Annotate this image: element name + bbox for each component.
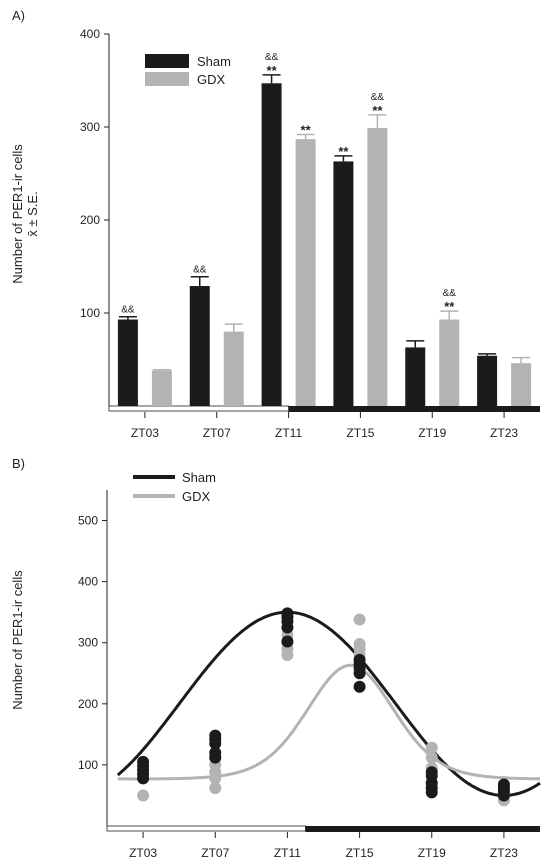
data-point-gdx [353,613,366,626]
panel-a-y-tick-label: 100 [80,306,100,320]
bar-sham [405,347,426,406]
significance-annotation: ** [372,103,383,118]
significance-annotation: ** [267,63,278,78]
bar-gdx [511,363,532,406]
bar-sham [117,319,138,406]
panel-b-label: B) [12,456,25,471]
panel-b-curves [116,610,541,798]
fit-curve-sham [116,610,541,798]
significance-annotation: ** [444,299,455,314]
panel-a-light-phase-bar [108,405,289,412]
panel-a-dark-phase-bar [288,406,540,412]
panel-b-x-tick-label: ZT23 [490,846,518,860]
data-point-sham [281,635,294,648]
significance-annotation: && [371,92,385,103]
fit-curve-gdx [117,663,540,781]
panel-b-points [137,607,510,807]
panel-b-y-label: Number of PER1-ir cells [10,570,25,710]
panel-b-x-tick-label: ZT07 [201,846,229,860]
bar-sham [333,161,354,406]
panel-a-y-label-line2: x̄ ± S.E. [25,191,40,236]
data-point-sham [209,746,222,759]
panel-a-x-tick-label: ZT19 [418,426,446,440]
panel-a-x-tick-label: ZT15 [346,426,374,440]
panel-a-y-tick-label: 400 [80,27,100,41]
panel-b-y-tick-label: 300 [78,636,98,650]
panel-a-x-tick-label: ZT03 [131,426,159,440]
panel-b-y-tick-label: 400 [78,575,98,589]
panel-b-x-tick-label: ZT15 [346,846,374,860]
panel-a-y-label-line1: Number of PER1-ir cells [10,144,25,284]
data-point-sham [209,729,222,742]
legend-b-label-sham: Sham [182,470,216,485]
data-point-gdx [353,637,366,650]
significance-annotation: && [121,305,135,316]
panel-b-dark-phase-bar [305,826,540,832]
data-point-sham [425,766,438,779]
panel-a-x-tick-label: ZT07 [203,426,231,440]
panel-a-x-tick-label: ZT23 [490,426,518,440]
significance-annotation: ** [338,144,349,159]
significance-annotation: ** [301,122,312,137]
data-point-sham [353,653,366,666]
data-point-gdx [425,751,438,764]
panel-a-y-tick-label: 200 [80,213,100,227]
legend-swatch-gdx [145,72,189,86]
bar-sham [477,355,498,406]
panel-b-y-tick-label: 200 [78,697,98,711]
legend-b-label-gdx: GDX [182,489,211,504]
data-point-sham [281,607,294,620]
panel-a-y-tick-label: 300 [80,120,100,134]
panel-a-bars: &&&&**&&******&&**&& [117,52,532,407]
panel-a-legend: Sham GDX [145,54,231,87]
panel-b: B) Number of PER1-ir cells 100 200 300 400 5… [10,456,541,860]
legend-label-sham: Sham [197,54,231,69]
panel-b-y-tick-label: 500 [78,514,98,528]
bar-gdx [151,370,172,406]
data-point-gdx [209,782,222,795]
panel-b-y-tick-label: 100 [78,758,98,772]
data-point-sham [497,778,510,791]
panel-b-x-tick-label: ZT19 [418,846,446,860]
bar-gdx [367,127,388,407]
bar-gdx [439,319,460,406]
significance-annotation: && [443,288,457,299]
bar-sham [261,83,282,406]
significance-annotation: && [265,52,279,63]
data-point-gdx [137,789,150,802]
panel-b-axes: 100 200 300 400 500 ZT03 ZT07 ZT11 ZT15 ZT19 ZT23 [78,490,540,860]
panel-a-x-tick-label: ZT11 [275,426,302,440]
legend-label-gdx: GDX [197,72,226,87]
panel-b-x-tick-label: ZT11 [274,846,301,860]
significance-annotation: && [193,265,207,276]
bar-gdx [223,331,244,406]
panel-a-label: A) [12,8,25,23]
panel-b-light-phase-bar [106,825,306,832]
bar-gdx [295,139,316,406]
panel-b-legend: Sham GDX [133,470,216,504]
bar-sham [189,286,210,406]
panel-a-y-label: Number of PER1-ir cells x̄ ± S.E. [10,144,40,284]
panel-a: A) Number of PER1-ir cells x̄ ± S.E. 100… [10,8,540,440]
data-point-sham [137,755,150,768]
data-point-sham [353,680,366,693]
legend-swatch-sham [145,54,189,68]
panel-a-axes: 100 200 300 400 ZT03 ZT07 ZT11 ZT15 ZT19 ZT23 [80,27,540,440]
data-point-gdx [425,741,438,754]
panel-b-x-tick-label: ZT03 [129,846,157,860]
